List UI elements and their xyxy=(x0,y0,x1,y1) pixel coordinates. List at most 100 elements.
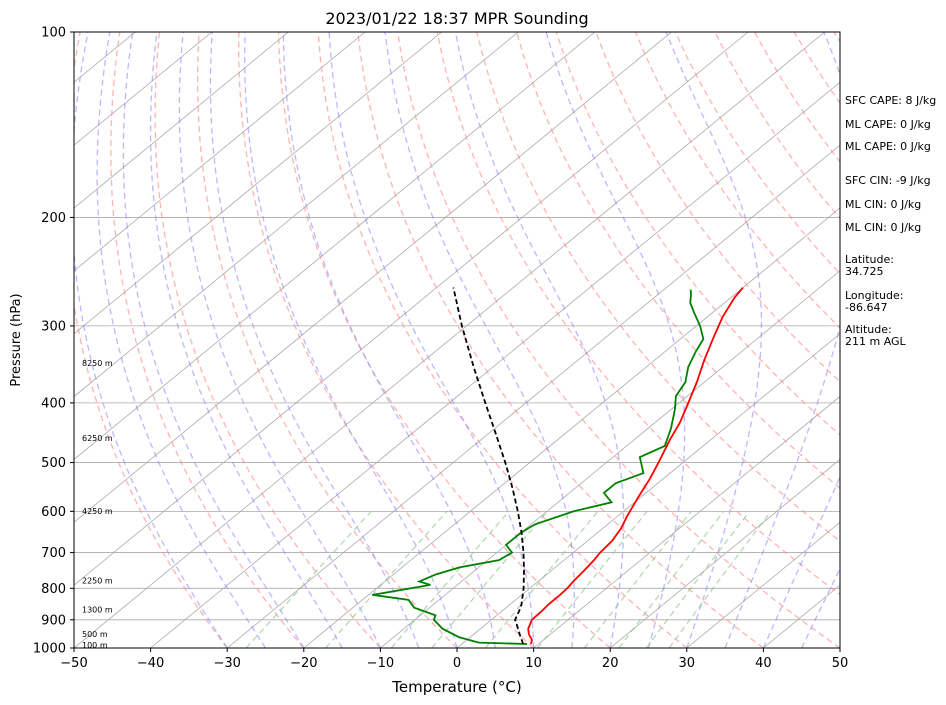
mixing-ratio-line xyxy=(668,510,772,648)
info-panel: SFC CAPE: 8 J/kg ML CAPE: 0 J/kg ML CAPE… xyxy=(845,94,936,348)
dry-adiabat xyxy=(396,32,840,648)
y-tick-label: 1000 xyxy=(33,642,66,657)
mixing-ratio-line xyxy=(536,510,648,648)
isotherm-line xyxy=(226,144,840,648)
background-lines xyxy=(74,32,840,648)
dry-adiabat xyxy=(634,32,840,329)
y-tick-label: 400 xyxy=(41,396,66,411)
dry-adiabat xyxy=(515,32,840,489)
moist-adiabat xyxy=(384,32,575,648)
height-label: 4250 m xyxy=(82,507,113,516)
height-labels: 100 m 500 m 1300 m 2250 m 4250 m 6250 m 8250 m xyxy=(82,359,113,650)
temperature-line xyxy=(527,287,744,645)
ml-cape-text-2: ML CAPE: 0 J/kg xyxy=(845,140,931,153)
dry-adiabat xyxy=(595,32,840,383)
moist-adiabat xyxy=(178,32,381,648)
isotherm-line xyxy=(74,32,213,146)
moist-adiabat xyxy=(244,32,458,648)
dry-adiabat xyxy=(238,32,535,648)
moist-adiabat xyxy=(724,32,840,648)
isotherm-line xyxy=(74,32,519,398)
moist-adiabat xyxy=(545,32,686,648)
moist-adiabat xyxy=(74,32,228,648)
isotherm-line xyxy=(74,32,596,460)
dry-adiabat xyxy=(357,32,764,648)
latitude-label: Latitude: xyxy=(845,253,894,266)
sfc-cin-text: SFC CIN: -9 J/kg xyxy=(845,174,931,187)
mixing-ratio-line xyxy=(484,510,599,648)
altitude-label: Altitude: xyxy=(845,323,892,336)
y-tick-label: 900 xyxy=(41,613,66,628)
isotherm-line xyxy=(609,458,840,648)
y-tick-label: 800 xyxy=(41,582,66,597)
y-axis-label: Pressure (hPa) xyxy=(9,293,24,386)
ml-cin-text-2: ML CIN: 0 J/kg xyxy=(845,221,921,234)
latitude-value: 34.725 xyxy=(845,265,884,278)
mixing-ratio-line xyxy=(618,510,725,648)
ml-cape-text: ML CAPE: 0 J/kg xyxy=(845,118,931,131)
mixing-ratio-line xyxy=(245,510,372,648)
moist-adiabat xyxy=(149,32,343,648)
isotherm-line xyxy=(456,333,840,648)
dewpoint-line xyxy=(372,289,705,645)
dry-adiabat xyxy=(476,32,840,543)
moist-adiabat xyxy=(762,475,840,648)
isotherm-line xyxy=(74,32,749,586)
isotherm-line xyxy=(74,32,366,272)
isotherm-line xyxy=(74,32,442,335)
moist-adiabat xyxy=(328,32,535,648)
dry-adiabat xyxy=(110,32,305,648)
dry-adiabat xyxy=(74,32,228,648)
x-axis-ticks: −50 −40 −30 −20 −10 0 10 20 30 40 50 xyxy=(60,648,848,671)
isotherm-line xyxy=(74,32,289,209)
y-tick-label: 500 xyxy=(41,456,66,471)
dry-adiabat xyxy=(196,32,458,648)
parcel-line xyxy=(452,287,525,645)
x-tick-label: −20 xyxy=(290,656,317,671)
y-axis-ticks: 1000 900 800 700 600 500 400 300 200 100 xyxy=(33,26,74,657)
dry-adiabat xyxy=(277,32,611,648)
mixing-ratio-line xyxy=(390,510,510,648)
dry-adiabat xyxy=(154,32,381,648)
isotherm-line xyxy=(74,32,825,648)
dry-adiabat xyxy=(555,32,840,436)
x-tick-label: 40 xyxy=(755,656,772,671)
sfc-cape-text: SFC CAPE: 8 J/kg xyxy=(845,94,936,107)
ml-cin-text: ML CIN: 0 J/kg xyxy=(845,198,921,211)
y-tick-label: 200 xyxy=(41,211,66,226)
mixing-ratio-line xyxy=(645,510,751,648)
x-tick-label: −10 xyxy=(367,656,394,671)
x-tick-label: −30 xyxy=(213,656,240,671)
height-label: 100 m xyxy=(82,641,108,650)
mixing-ratio-line xyxy=(583,510,692,648)
x-tick-label: 0 xyxy=(453,656,461,671)
isotherm-line xyxy=(150,81,840,648)
chart-title: 2023/01/22 18:37 MPR Sounding xyxy=(325,9,588,28)
height-label: 500 m xyxy=(82,630,108,639)
isotherm-line xyxy=(686,521,840,648)
mixing-ratio-line xyxy=(431,510,548,648)
x-tick-label: 10 xyxy=(525,656,542,671)
x-tick-label: 50 xyxy=(832,656,849,671)
x-tick-label: −40 xyxy=(137,656,164,671)
moist-adiabat xyxy=(209,32,420,648)
y-tick-label: 700 xyxy=(41,546,66,561)
longitude-label: Longitude: xyxy=(845,289,903,302)
mixing-ratio-line xyxy=(325,510,448,648)
series-layer xyxy=(372,287,744,645)
isotherm-line xyxy=(533,396,840,648)
x-tick-label: 20 xyxy=(602,656,619,671)
isotherm-line xyxy=(74,32,672,523)
dry-adiabat xyxy=(317,32,688,648)
y-tick-label: 100 xyxy=(41,26,66,41)
moist-adiabat xyxy=(282,32,496,648)
height-label: 1300 m xyxy=(82,606,113,615)
altitude-value: 211 m AGL xyxy=(845,335,907,348)
height-label: 8250 m xyxy=(82,359,113,368)
longitude-value: -86.647 xyxy=(845,301,887,314)
isotherm-line xyxy=(303,207,840,648)
y-tick-label: 600 xyxy=(41,505,66,520)
x-axis-label: Temperature (°C) xyxy=(391,678,521,696)
moist-adiabat xyxy=(96,32,267,648)
